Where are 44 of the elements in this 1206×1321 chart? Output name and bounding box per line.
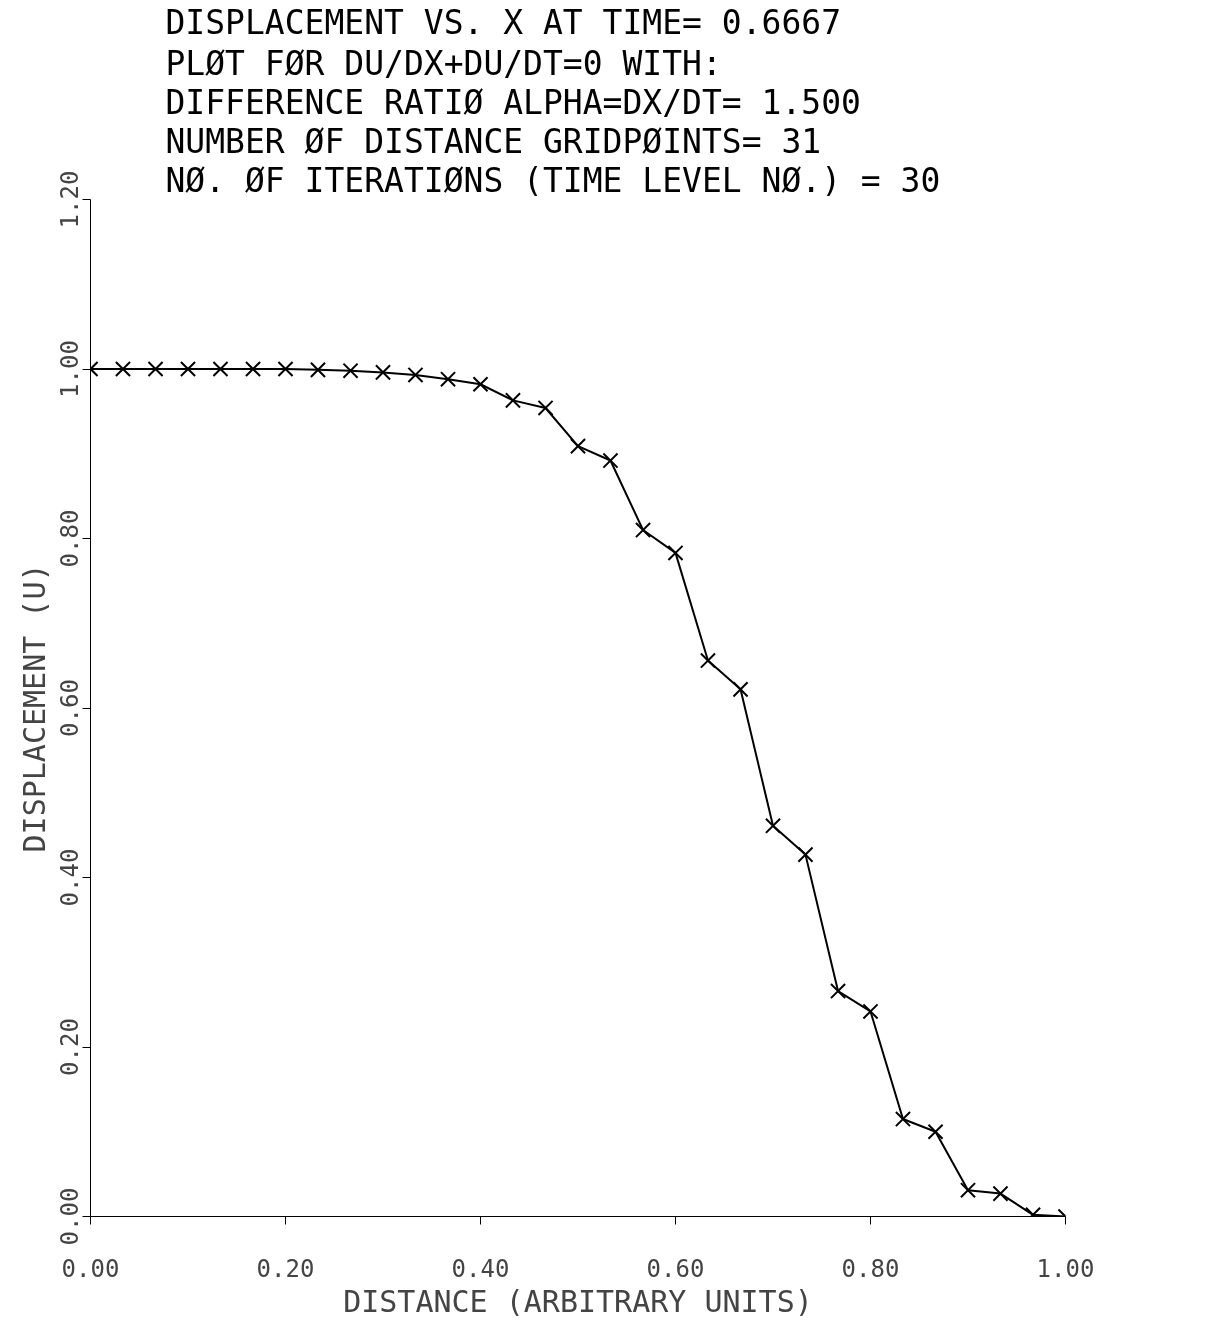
point [537, 399, 554, 417]
x-tick-label: 1.00 [1036, 1254, 1095, 1283]
y-tick-label: 0.00 [55, 1187, 84, 1246]
point [862, 1003, 879, 1020]
point [244, 360, 262, 378]
point [277, 360, 294, 378]
point [179, 360, 197, 378]
x-tick-label: 0.40 [451, 1254, 510, 1283]
x-tick-label: 0.60 [646, 1254, 705, 1283]
point [309, 361, 327, 378]
point [992, 1185, 1009, 1202]
point [894, 1110, 912, 1128]
point [764, 817, 782, 834]
point [927, 1123, 944, 1140]
point [407, 366, 424, 383]
x-tick-label: 0.20 [256, 1254, 315, 1283]
y-tick-label: 0.20 [55, 1018, 84, 1076]
point [569, 438, 587, 455]
y-tick-label: 1.20 [55, 170, 84, 229]
point [667, 544, 684, 561]
y-tick-label: 0.60 [55, 679, 84, 737]
point [634, 521, 652, 539]
y-tick-label: 1.00 [55, 340, 84, 398]
point [472, 376, 489, 393]
point [602, 452, 619, 469]
x-tick-label: 0.80 [841, 1254, 900, 1283]
y-tick-label: 0.80 [55, 509, 84, 568]
y-axis-title: DISPLACEMENT (U) [16, 563, 52, 853]
point [212, 360, 229, 378]
point [342, 362, 359, 379]
point [504, 392, 522, 409]
point [439, 371, 457, 388]
y-tick-label: 0.40 [55, 848, 84, 907]
point [374, 364, 392, 381]
point [732, 681, 749, 698]
point [114, 360, 132, 378]
point [797, 846, 814, 863]
chart-subtitle: PLØT FØR DU/DX+DU/DT=0 WITH: DIFFERENCE RATIØ ALPHA=DX/DT= 1.500 NUMBER ØF DISTANCE GRIDPØINTS= 31 NØ. ØF ITERATIØNS (TIME LEVEL NØ.) = 30 [165, 43, 941, 200]
point [959, 1182, 977, 1199]
point [147, 360, 164, 378]
x-axis-title: DISTANCE (ARBITRARY UNITS) [343, 1283, 813, 1319]
point [829, 982, 847, 1000]
point [699, 652, 717, 669]
chart-title: DISPLACEMENT VS. X AT TIME= 0.6667 [165, 2, 842, 42]
